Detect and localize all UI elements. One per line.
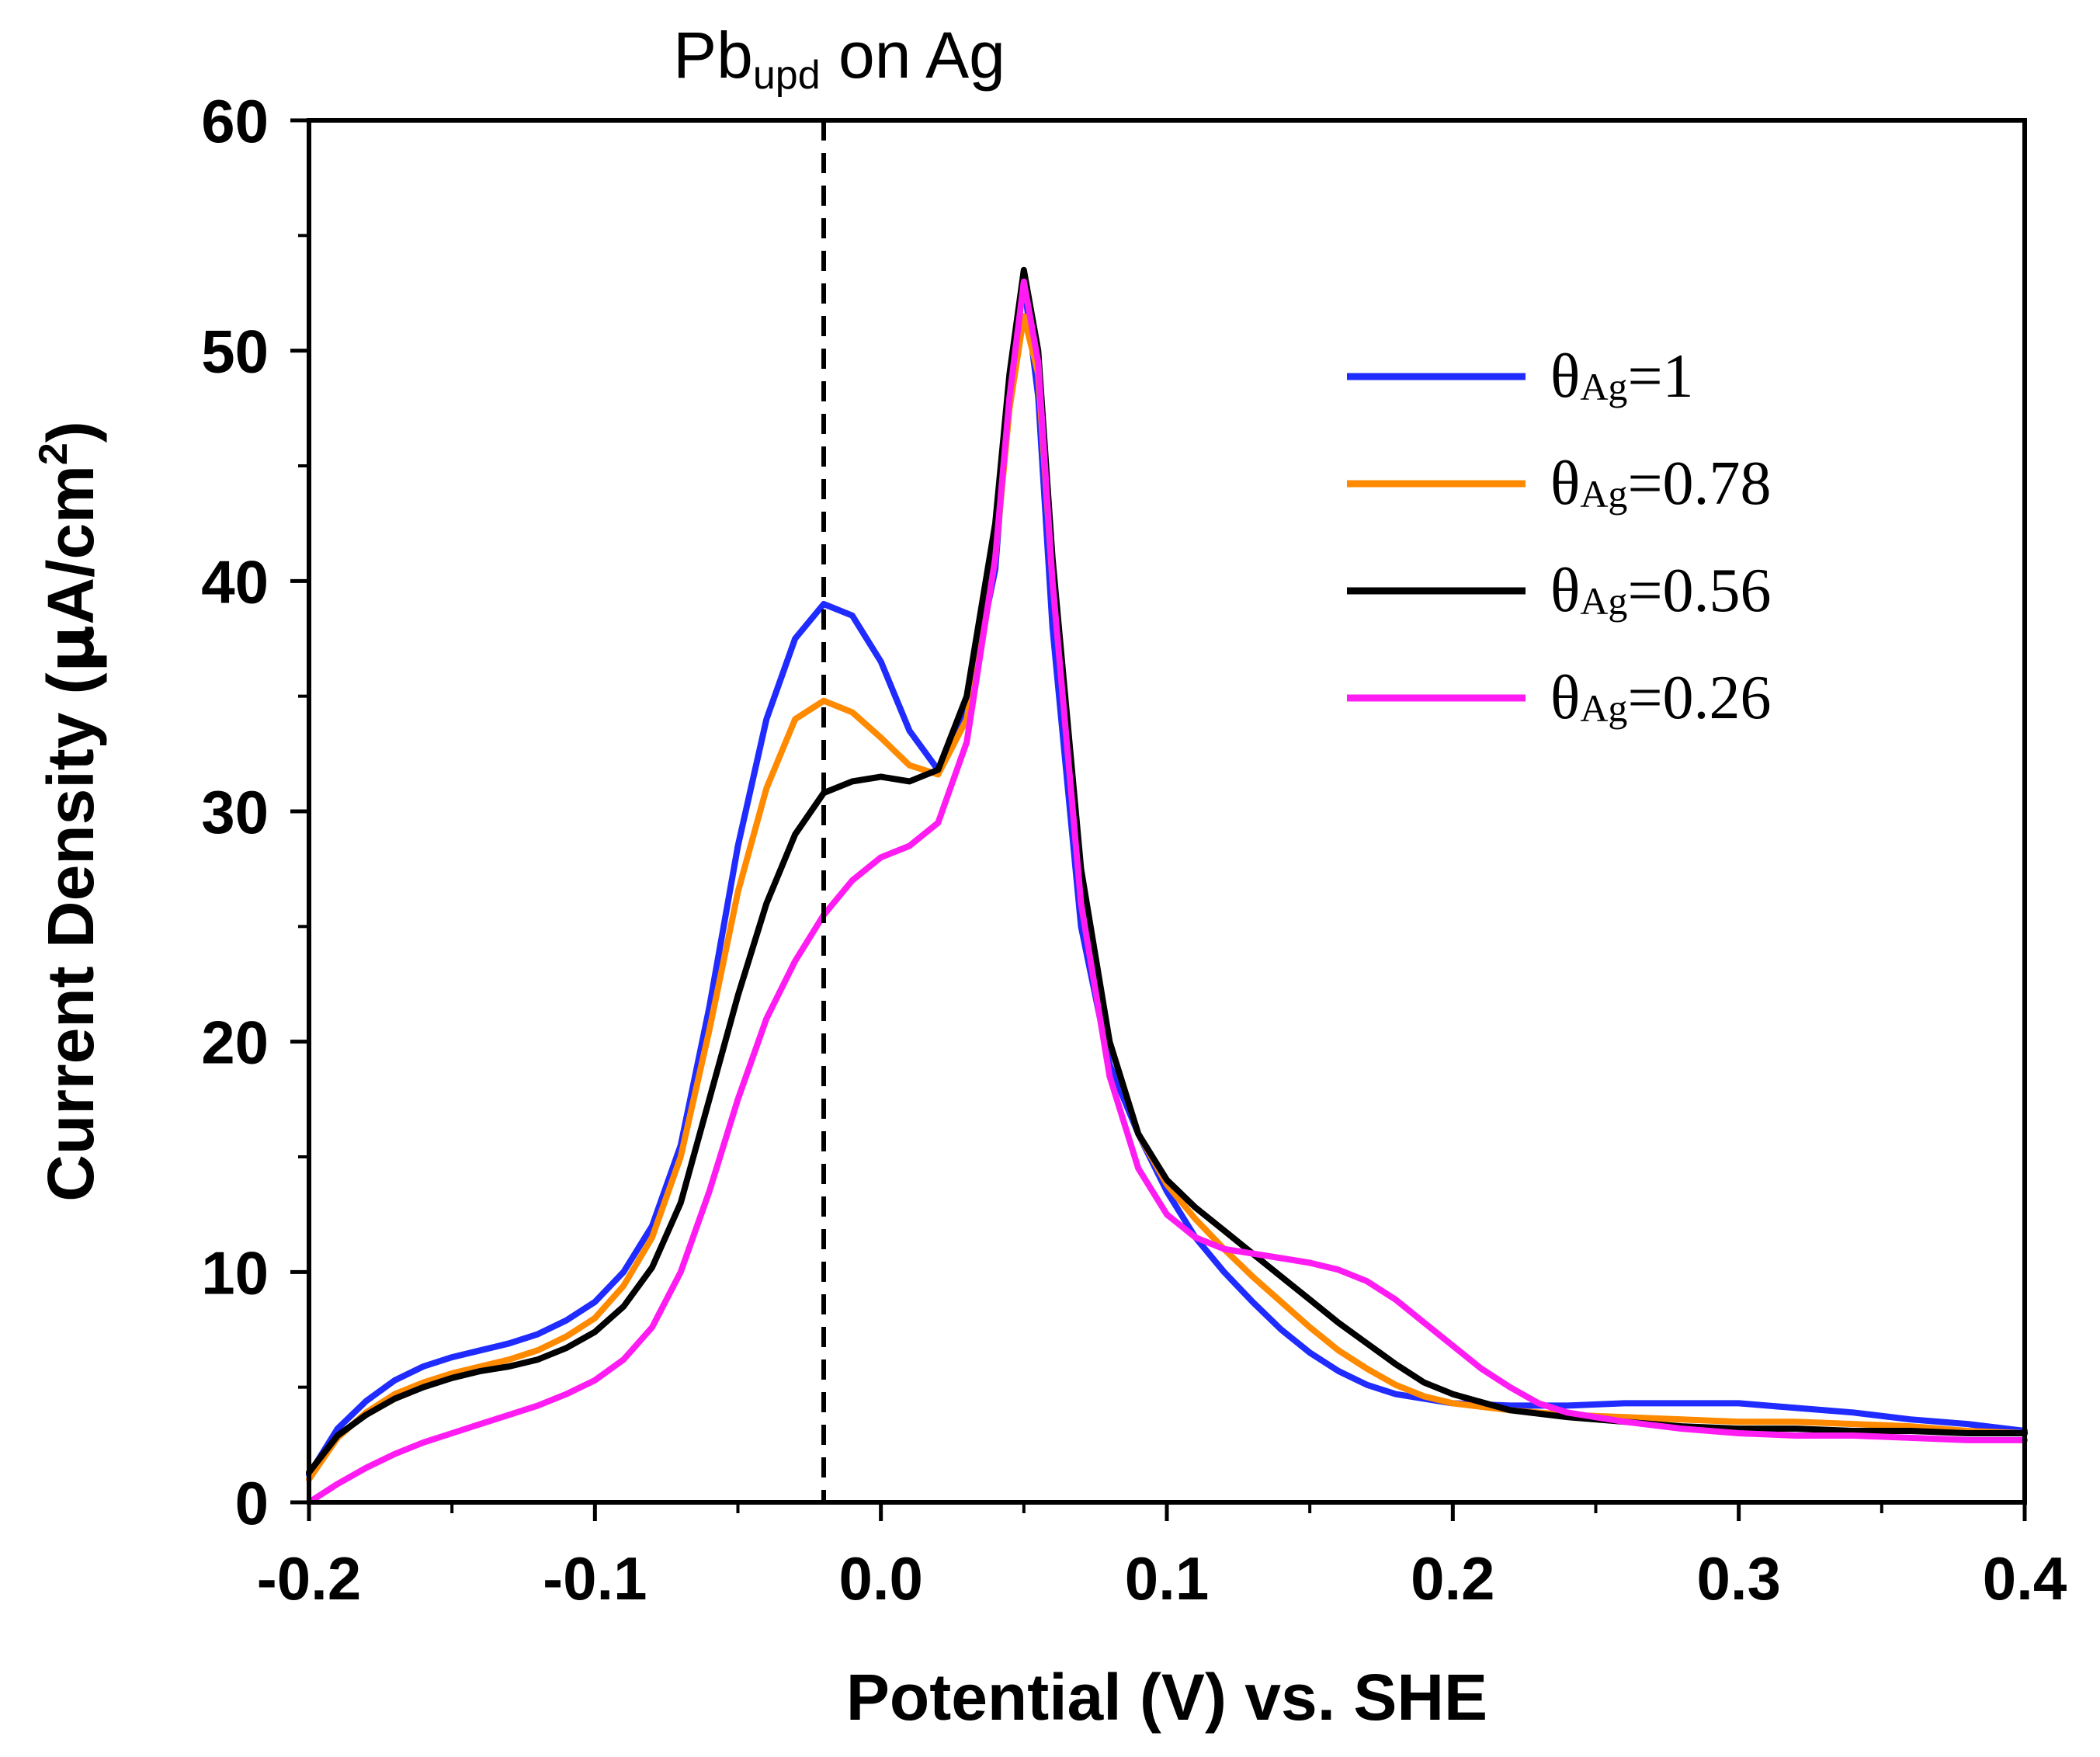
y-axis-title: Current Density (μA/cm2) (31, 421, 109, 1202)
x-tick-label: 0.2 (1411, 1544, 1494, 1613)
y-tick-label: 0 (235, 1469, 269, 1537)
y-axis-title-part1: Current Density ( (34, 672, 107, 1201)
y-tick-label: 30 (201, 778, 269, 846)
y-axis-title-part2: A/cm (34, 465, 107, 624)
legend: θAg=1 θAg=0.78 θAg=0.56 θAg=0.26 (1347, 342, 1772, 732)
legend-label-2: θAg=0.78 (1550, 450, 1772, 518)
series-line-4 (306, 278, 2028, 1505)
annotation-label-rest: on Ag (821, 19, 1005, 92)
annotation-label: Pbupd on Ag (673, 19, 1005, 98)
plot-frame (307, 118, 2027, 1505)
y-tick-label: 10 (201, 1238, 269, 1307)
x-tick-label: -0.1 (543, 1544, 647, 1613)
x-axis-title: Potential (V) vs. SHE (846, 1661, 1487, 1734)
annotation-label-sub: upd (753, 53, 821, 98)
x-tick-label: 0.1 (1125, 1544, 1209, 1613)
legend-label-1: θAg=1 (1550, 342, 1694, 411)
y-tick-label: 50 (201, 318, 269, 386)
x-tick-label: -0.2 (257, 1544, 361, 1613)
y-axis-title-sup: 2 (31, 443, 76, 465)
y-tick-label: 20 (201, 1009, 269, 1077)
legend-label-4: θAg=0.26 (1550, 664, 1772, 732)
x-tick-label: 0.0 (838, 1544, 922, 1613)
y-tick-label: 60 (201, 87, 269, 155)
series-line-3 (306, 266, 2028, 1476)
x-tick-label: 0.3 (1696, 1544, 1780, 1613)
y-axis-title-mu: μ (33, 625, 109, 673)
series-layer (306, 266, 2028, 1505)
y-axis-title-close: ) (34, 421, 107, 443)
ticks-layer: -0.2 -0.1 0.0 0.1 0.2 0.3 0.4 0 10 20 30 40 50 60 (201, 87, 2067, 1613)
annotation-label-main: Pb (673, 19, 753, 92)
legend-label-3: θAg=0.56 (1550, 557, 1772, 625)
x-tick-label: 0.4 (1983, 1544, 2067, 1613)
y-tick-label: 40 (201, 547, 269, 616)
